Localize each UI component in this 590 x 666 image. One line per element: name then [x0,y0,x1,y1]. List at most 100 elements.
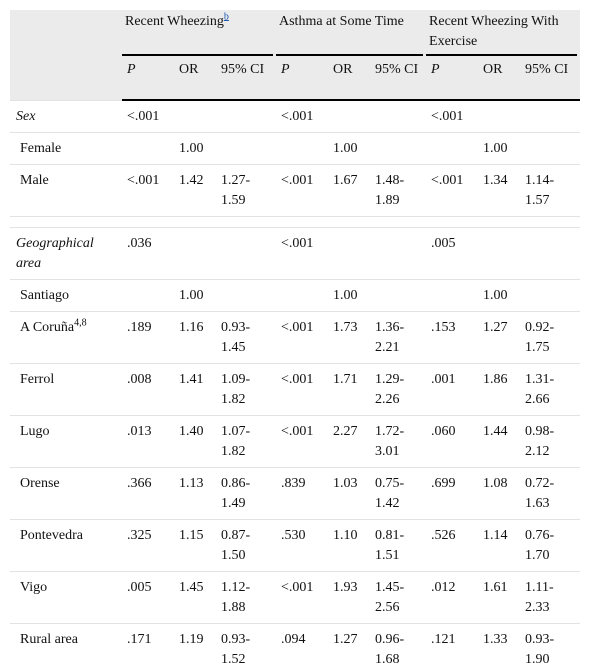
header-row: Recent Wheezingb Asthma at Some Time Recen… [10,10,580,100]
value-cell [426,279,479,312]
value-cell: 1.71 [328,363,370,416]
value-cell: <.001 [276,363,328,416]
data-row: Rural area .171 1.19 0.93-1.52 .094 1.27 0.96-… [10,623,580,666]
row-label-cell: Geographical area [10,227,122,280]
value: .005 [431,236,456,251]
value-cell: .005 [426,227,479,280]
value-cell: 1.67 [328,164,370,217]
value: 1.27 [483,320,508,335]
value-cell [370,132,427,165]
value: 1.03 [333,476,358,491]
value-cell: 1.00 [328,132,370,165]
data-row: Female 1.00 1.00 1.00 [10,132,580,165]
row-label-cell: Rural area [10,623,122,666]
value: 0.93-1.90 [525,632,555,666]
value-cell: .325 [122,519,174,572]
value-cell: 1.03 [328,467,370,520]
value: <.001 [281,173,314,188]
value-cell: <.001 [276,227,328,280]
value-cell: 0.93-1.52 [216,623,276,666]
value: .530 [281,528,306,543]
value: 1.44 [483,424,508,439]
table-wrap: Recent Wheezingb Asthma at Some Time Recen… [10,10,580,666]
value: 2.27 [333,424,358,439]
value-cell: <.001 [276,99,328,133]
value: 1.73 [333,320,358,335]
value-cell: <.001 [122,99,174,133]
value-cell: 1.13 [174,467,216,520]
group-label-box: Asthma at Some Time [276,12,424,56]
row-label: Geographical area [16,236,94,271]
value: 1.14 [483,528,508,543]
value-cell [216,132,276,165]
footnote-link[interactable]: b [223,11,229,23]
group-label-box: Recent Wheezingb [122,12,273,56]
results-table: Recent Wheezingb Asthma at Some Time Recen… [10,10,580,666]
column-header: 95% CI [370,56,427,101]
value: 1.40 [179,424,204,439]
row-label-cell: Lugo [10,415,122,468]
value-cell [216,99,276,133]
data-row: Male <.001 1.42 1.27-1.59 <.001 1.67 1.48-1.89… [10,164,580,217]
row-label: Pontevedra [20,528,83,543]
data-row: Santiago 1.00 1.00 1.00 [10,279,580,312]
value: 1.93 [333,580,358,595]
value-cell: .013 [122,415,174,468]
value-cell: 1.48-1.89 [370,164,427,217]
value-cell [328,227,370,280]
subheader-row: P OR 95% CI P OR 95% CI P OR 95% CI [10,56,580,101]
value-cell: 1.45-2.56 [370,571,427,624]
spacer-cell [10,216,580,228]
value: .060 [431,424,456,439]
value: 1.45 [179,580,204,595]
value-cell [216,227,276,280]
value-cell: .005 [122,571,174,624]
value: 0.92-1.75 [525,320,555,355]
value: .005 [127,580,152,595]
value-cell: 1.61 [478,571,521,624]
value-cell: <.001 [122,164,174,217]
value: <.001 [281,372,314,387]
value: 0.93-1.45 [221,320,251,355]
value: 1.00 [483,288,508,303]
column-header: OR [328,56,370,101]
group-label: Recent Wheezing [125,14,224,29]
value-cell: .699 [426,467,479,520]
value: <.001 [281,424,314,439]
value: 1.12-1.88 [221,580,251,615]
value-cell [520,99,580,133]
value-cell: 1.33 [478,623,521,666]
row-label: Santiago [20,288,69,303]
value: 1.31-2.66 [525,372,555,407]
column-header: 95% CI [520,56,580,101]
value-cell: 1.34 [478,164,521,217]
value-cell: 0.93-1.45 [216,311,276,364]
value: 0.75-1.42 [375,476,405,511]
value: .008 [127,372,152,387]
value-cell: <.001 [426,164,479,217]
value-cell: .012 [426,571,479,624]
value-cell: 1.00 [174,279,216,312]
value-cell: 1.09-1.82 [216,363,276,416]
column-header: P [426,56,479,101]
value: 0.87-1.50 [221,528,251,563]
value: <.001 [281,236,314,251]
value-cell: .171 [122,623,174,666]
value: 1.11-2.33 [525,580,554,615]
value-cell: 1.72-3.01 [370,415,427,468]
value-cell: 0.92-1.75 [520,311,580,364]
value-cell [370,227,427,280]
value: 1.00 [483,141,508,156]
group-label: Recent Wheezing With Exercise [429,14,559,49]
value-cell [122,132,174,165]
value: .013 [127,424,152,439]
value: <.001 [281,109,314,124]
value: 1.45-2.56 [375,580,405,615]
value-cell: 1.86 [478,363,521,416]
value-cell: 0.96-1.68 [370,623,427,666]
row-label-cell: Pontevedra [10,519,122,572]
value: 1.33 [483,632,508,647]
value: .526 [431,528,456,543]
value: .036 [127,236,152,251]
